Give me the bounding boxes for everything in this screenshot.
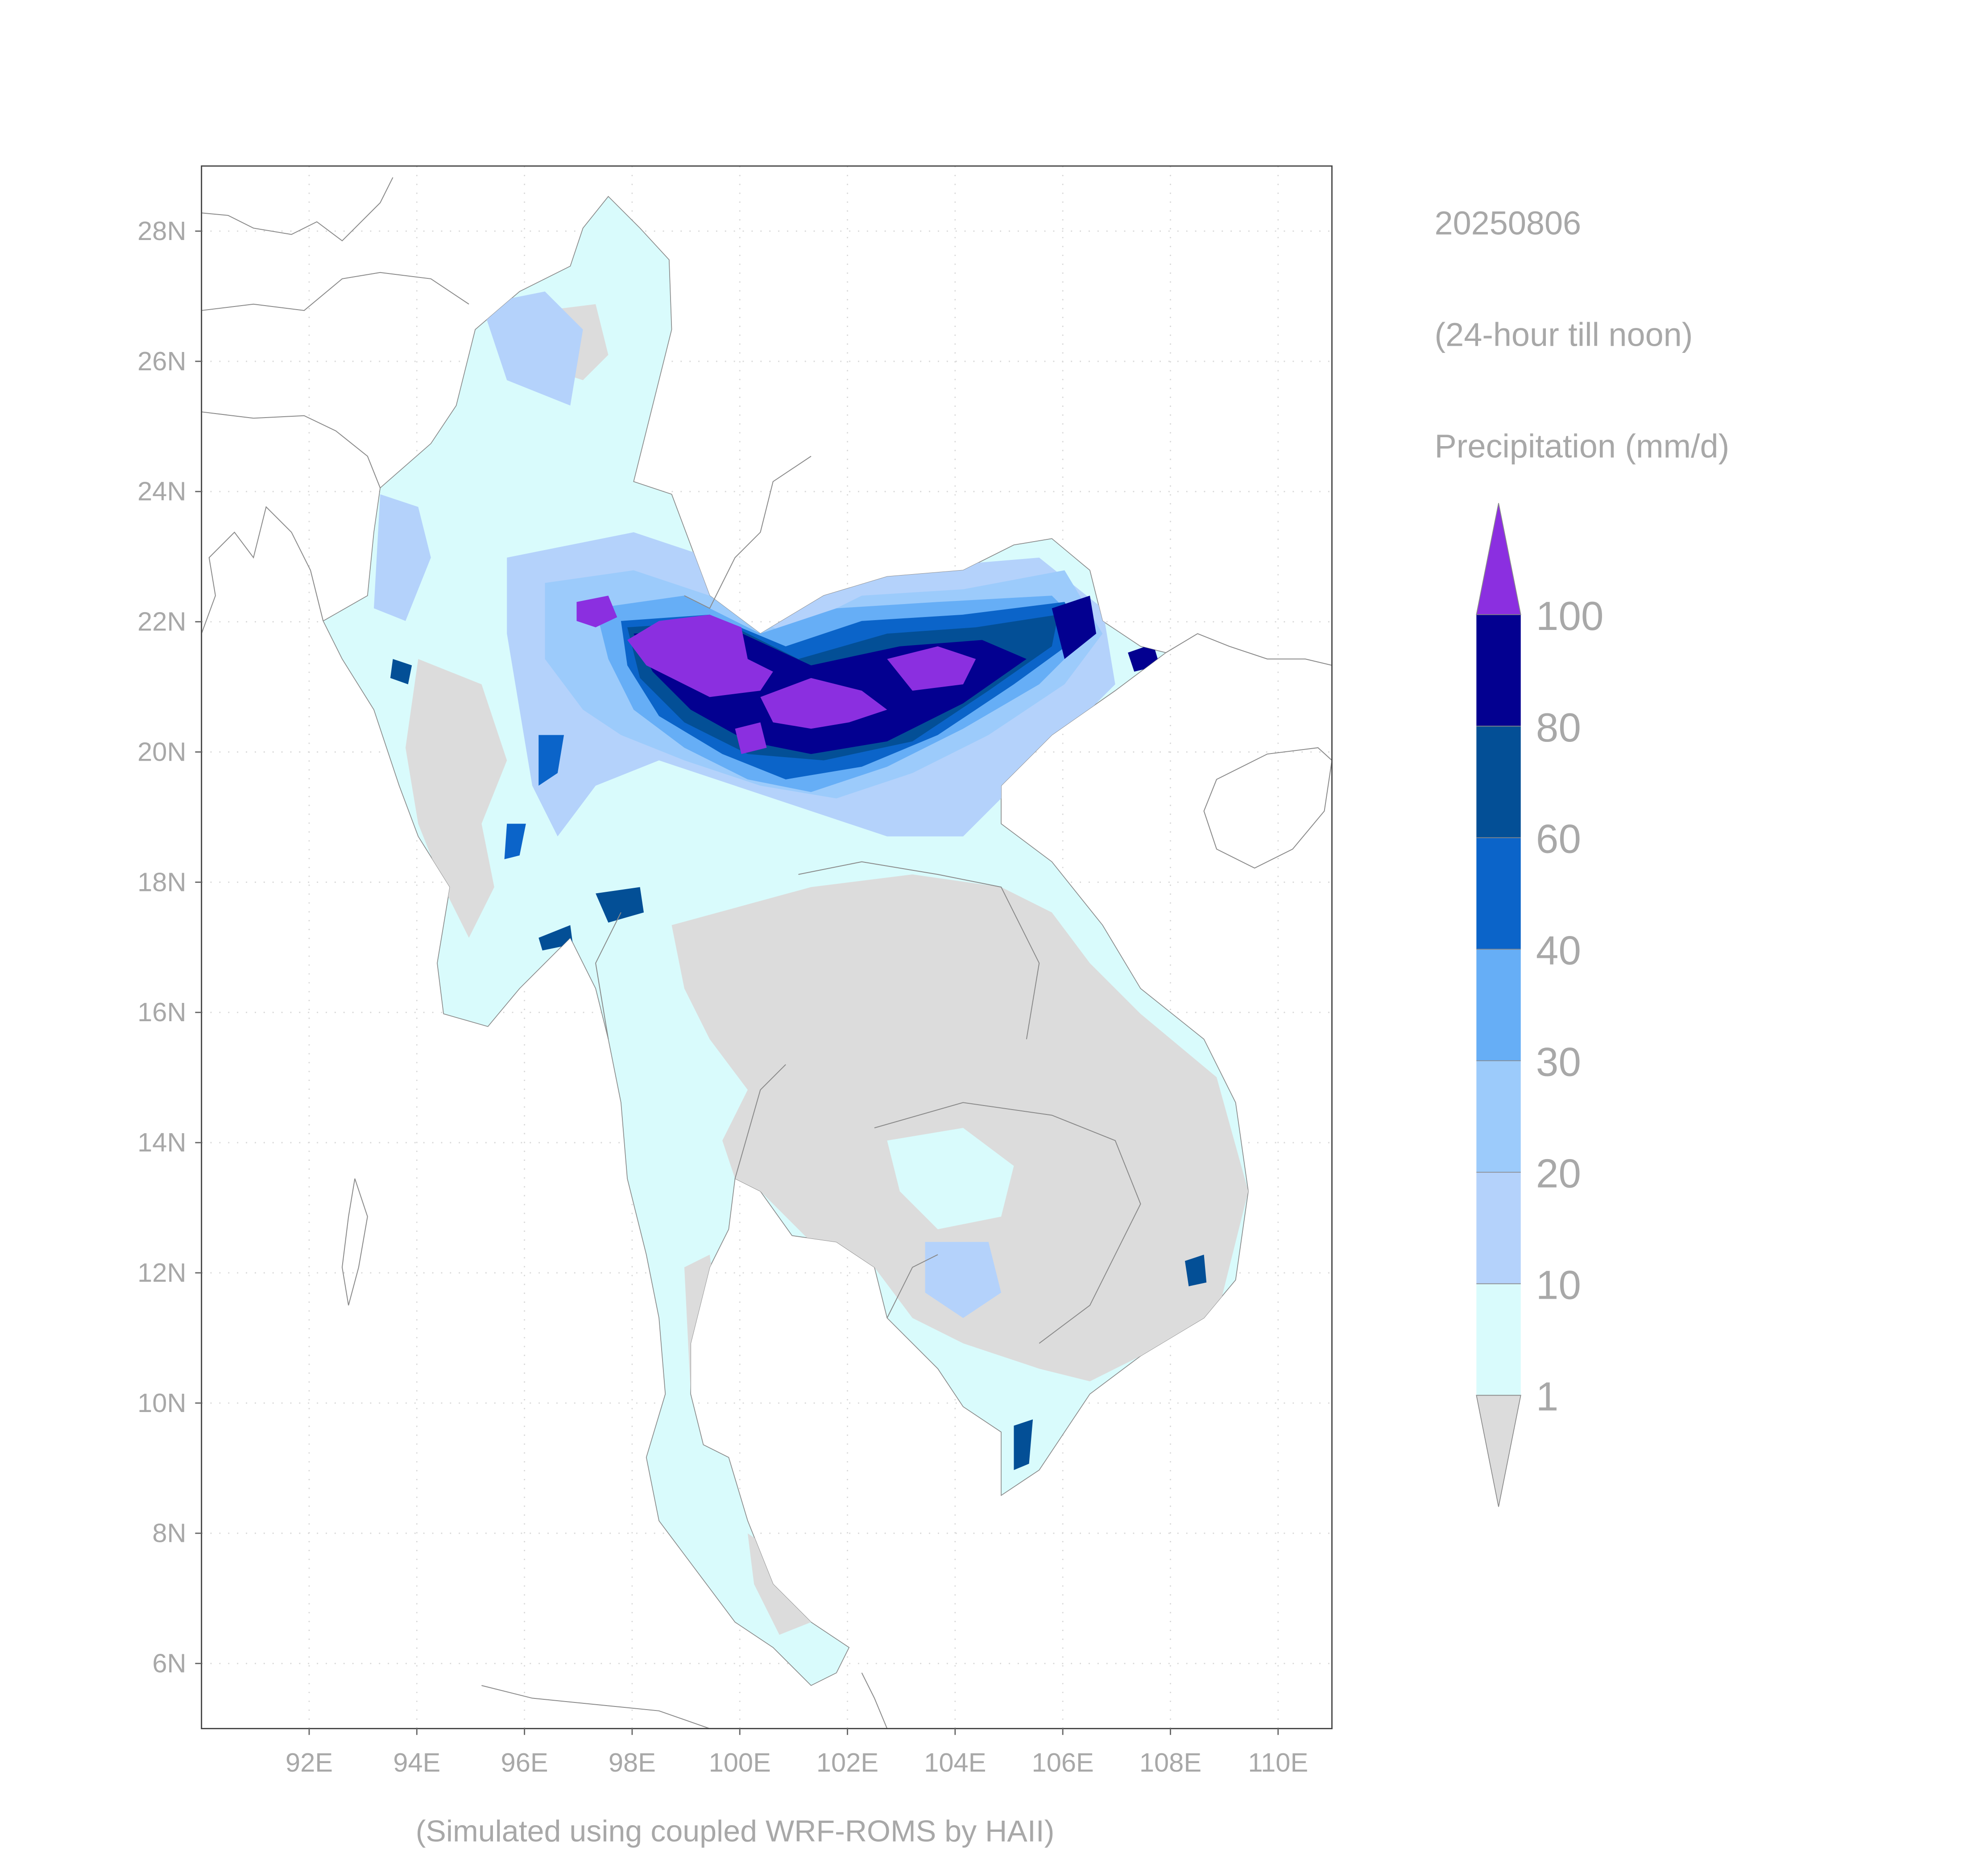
colorbar-label: 80 [1536, 705, 1581, 750]
colorbar-bin [1476, 949, 1521, 1061]
x-tick-label: 96E [501, 1748, 548, 1777]
x-tick-label: 106E [1032, 1748, 1094, 1777]
colorbar-label: 1 [1536, 1375, 1559, 1420]
wet-area [373, 494, 431, 621]
colorbar-under [1476, 1395, 1521, 1507]
dry-area [671, 874, 1248, 1382]
credit: (Simulated using coupled WRF-ROMS by HAI… [416, 1814, 1055, 1848]
colorbar-bin [1476, 726, 1521, 838]
heavy-rain [887, 646, 976, 691]
x-tick-label: 104E [924, 1748, 986, 1777]
wet-area [596, 887, 644, 923]
coastlines [201, 177, 1332, 1729]
colorbar-label: 20 [1536, 1151, 1581, 1197]
x-tick-label: 94E [393, 1748, 440, 1777]
colorbar-label: 100 [1536, 594, 1604, 639]
wet-area [887, 1128, 1014, 1230]
colorbar-over [1476, 503, 1521, 615]
colorbar: 1 10 20 30 40 60 80 100 [1476, 503, 1603, 1507]
date-label: 20250806 [1435, 205, 1582, 242]
colorbar-label: 10 [1536, 1263, 1581, 1308]
y-tick-label: 20N [137, 737, 186, 766]
heavy-rain [576, 596, 617, 628]
heavy-rain [735, 722, 767, 754]
colorbar-bin [1476, 614, 1521, 726]
y-tick-label: 6N [152, 1648, 186, 1678]
x-tick-label: 92E [286, 1748, 333, 1777]
dry-area [405, 659, 507, 938]
heavy-rain [760, 678, 887, 729]
tick-layer: 92E 94E 96E 98E 100E 102E 104E 106E 108E 110E 6N 8N… [137, 216, 1308, 1777]
y-tick-label: 22N [137, 607, 186, 637]
y-tick-label: 24N [137, 476, 186, 506]
wet-area [481, 291, 583, 406]
wet-area [1014, 1419, 1033, 1470]
wet-area [390, 659, 412, 684]
colorbar-bin [1476, 837, 1521, 949]
y-tick-label: 14N [137, 1127, 186, 1157]
colorbar-label: 60 [1536, 817, 1581, 862]
y-tick-label: 28N [137, 216, 186, 246]
y-tick-label: 8N [152, 1518, 186, 1548]
x-tick-label: 110E [1248, 1748, 1308, 1777]
wet-area [504, 824, 526, 859]
colorbar-bin [1476, 1172, 1521, 1284]
wet-area [1052, 596, 1097, 659]
period-label: (24-hour till noon) [1435, 316, 1693, 353]
x-tick-label: 108E [1139, 1748, 1201, 1777]
y-tick-label: 26N [137, 346, 186, 376]
y-tick-label: 12N [137, 1258, 186, 1288]
y-tick-label: 18N [137, 867, 186, 897]
colorbar-bin [1476, 1060, 1521, 1172]
wet-area [1184, 1255, 1207, 1287]
x-tick-label: 98E [609, 1748, 656, 1777]
wet-area [925, 1242, 1002, 1318]
heavy-rain [627, 614, 773, 697]
x-tick-label: 100E [709, 1748, 771, 1777]
wet-area [538, 735, 564, 786]
colorbar-label: 40 [1536, 928, 1581, 973]
y-tick-label: 16N [137, 997, 186, 1027]
x-tick-label: 102E [816, 1748, 878, 1777]
map-frame [201, 165, 1333, 1729]
map-area [201, 177, 1332, 1729]
colorbar-label: 30 [1536, 1040, 1581, 1085]
variable-label: Precipitation (mm/d) [1435, 427, 1730, 464]
y-tick-label: 10N [137, 1388, 186, 1418]
colorbar-bin [1476, 1284, 1521, 1396]
precip-fields [373, 291, 1248, 1635]
